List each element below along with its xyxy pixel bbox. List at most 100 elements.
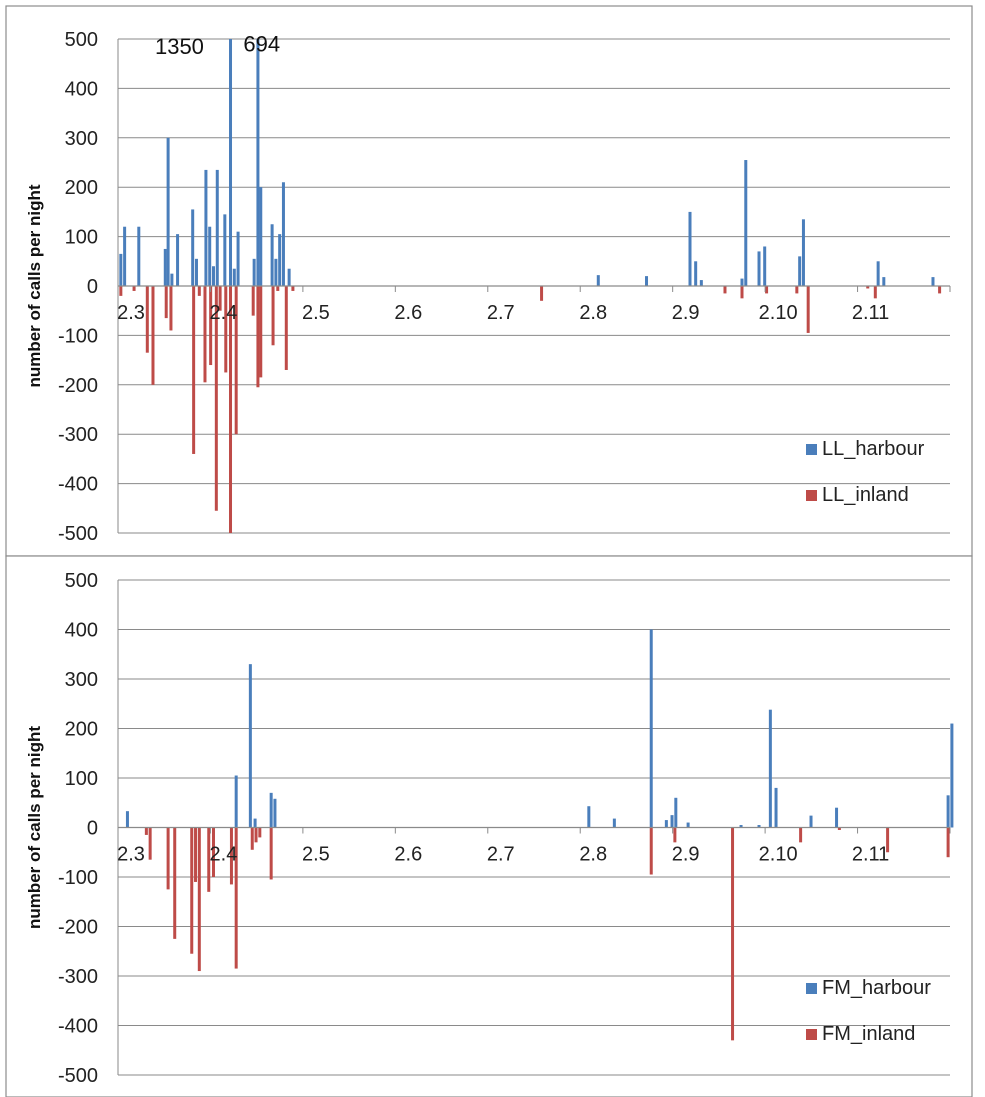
bar-LL_inland bbox=[271, 286, 275, 346]
x-tick-label: 2.10 bbox=[759, 844, 798, 866]
annotations: 1350 694 bbox=[155, 31, 280, 58]
bar-FM_inland bbox=[148, 827, 152, 860]
bar-LL_inland bbox=[209, 286, 213, 366]
bar-LL_inland bbox=[938, 286, 942, 294]
bar-LL_inland bbox=[873, 286, 877, 299]
bar-FM_inland bbox=[649, 827, 653, 875]
y-tick-label: -400 bbox=[58, 1016, 98, 1038]
bar-FM_harbour bbox=[674, 797, 678, 828]
bar-LL_harbour bbox=[259, 187, 263, 286]
x-tick-label: 2.5 bbox=[302, 844, 330, 866]
bar-LL_inland bbox=[291, 286, 295, 291]
bar-LL_inland bbox=[169, 286, 173, 331]
bar-LL_harbour bbox=[281, 182, 285, 286]
bar-FM_inland bbox=[229, 827, 233, 885]
y-tick-label: 0 bbox=[87, 818, 98, 840]
x-tick-label: 2.11 bbox=[852, 844, 889, 866]
x-tick-label: 2.3 bbox=[117, 844, 145, 866]
bar-LL_inland bbox=[229, 286, 233, 533]
bar-LL_harbour bbox=[287, 268, 291, 286]
bar-LL_inland bbox=[251, 286, 255, 316]
x-tick-label: 2.9 bbox=[672, 844, 700, 866]
bar-FM_inland bbox=[269, 827, 273, 880]
bar-FM_harbour bbox=[950, 723, 954, 828]
bar-LL_harbour bbox=[163, 248, 167, 286]
bar-FM_inland bbox=[234, 827, 238, 969]
bar-LL_inland bbox=[540, 286, 544, 301]
x-tick-label: 2.8 bbox=[579, 302, 607, 324]
bar-FM_harbour bbox=[612, 818, 616, 828]
bar-LL_harbour bbox=[931, 277, 935, 286]
bar-LL_harbour bbox=[123, 226, 127, 286]
bar-FM_harbour bbox=[649, 629, 653, 828]
bar-FM_harbour bbox=[269, 792, 273, 828]
x-tick-label: 2.6 bbox=[394, 844, 422, 866]
bar-LL_harbour bbox=[763, 246, 767, 286]
legend-label: LL_harbour bbox=[822, 438, 925, 460]
y-tick-label: -100 bbox=[58, 325, 98, 347]
bar-FM_inland bbox=[190, 827, 194, 954]
bar-FM_harbour bbox=[774, 787, 778, 828]
y-tick-label: 300 bbox=[65, 128, 98, 150]
bar-LL_inland bbox=[192, 286, 196, 454]
bar-FM_inland bbox=[258, 827, 262, 838]
bar-LL_harbour bbox=[645, 276, 649, 286]
bar-FM_inland bbox=[211, 827, 215, 877]
y-tick-label: -300 bbox=[58, 966, 98, 988]
y-tick-labels: 500 400 300 200 100 0 -100 -200 -300 -400 -500 bbox=[58, 570, 98, 1087]
bar-LL_inland bbox=[723, 286, 727, 294]
bar-FM_harbour bbox=[946, 795, 950, 828]
bar-LL_inland bbox=[740, 286, 744, 299]
legend-swatch bbox=[806, 490, 817, 501]
bar-LL_harbour bbox=[176, 234, 180, 286]
y-tick-labels: 500 400 300 200 100 0 -100 -200 -300 -400 -500 bbox=[58, 29, 98, 545]
y-tick-label: -200 bbox=[58, 375, 98, 397]
bar-FM_inland bbox=[197, 827, 201, 972]
legend-label: LL_inland bbox=[822, 484, 909, 506]
bar-LL_harbour bbox=[694, 261, 698, 286]
bar-LL_harbour bbox=[211, 266, 215, 286]
x-tick-label: 2.9 bbox=[672, 302, 700, 324]
y-tick-label: 500 bbox=[65, 570, 98, 592]
x-tick-label: 2.4 bbox=[210, 302, 238, 324]
bar-FM_harbour bbox=[809, 815, 813, 828]
x-tick-label: 2.8 bbox=[579, 844, 607, 866]
bar-FM_harbour bbox=[253, 818, 257, 828]
bar-LL_inland bbox=[214, 286, 218, 511]
bar-LL_harbour bbox=[229, 39, 233, 286]
bars bbox=[125, 629, 954, 1041]
bar-FM_inland bbox=[166, 827, 170, 890]
legend-swatch bbox=[806, 1029, 817, 1040]
bars bbox=[119, 39, 942, 533]
y-tick-label: -500 bbox=[58, 1065, 98, 1087]
bar-LL_harbour bbox=[170, 273, 174, 286]
bar-FM_inland bbox=[731, 827, 735, 1041]
bar-LL_inland bbox=[806, 286, 810, 333]
bar-LL_harbour bbox=[798, 256, 802, 286]
bar-LL_harbour bbox=[194, 258, 198, 286]
y-tick-label: -200 bbox=[58, 917, 98, 939]
chart-panel-ll: 500 400 300 200 100 0 -100 -200 -300 -400 -500 2.3… bbox=[5, 5, 973, 557]
x-tick-label: 2.7 bbox=[487, 302, 515, 324]
bar-LL_inland bbox=[224, 286, 228, 373]
bar-FM_inland bbox=[673, 827, 677, 843]
x-tick-label: 2.7 bbox=[487, 844, 515, 866]
bar-FM_harbour bbox=[686, 822, 690, 828]
bar-LL_harbour bbox=[252, 258, 256, 286]
bar-LL_inland bbox=[256, 286, 260, 388]
bar-FM_inland bbox=[254, 827, 258, 843]
bar-FM_inland bbox=[173, 827, 177, 939]
y-axis-title: number of calls per night bbox=[25, 184, 44, 387]
bar-LL_inland bbox=[765, 286, 769, 294]
y-tick-label: -500 bbox=[58, 523, 98, 545]
legend: FM_harbour FM_inland bbox=[806, 977, 931, 1045]
bar-LL_harbour bbox=[208, 226, 212, 286]
x-tick-label: 2.10 bbox=[759, 302, 798, 324]
bar-LL_inland bbox=[259, 286, 263, 378]
bar-LL_harbour bbox=[876, 261, 880, 286]
bar-LL_harbour bbox=[757, 251, 761, 286]
bar-LL_inland bbox=[145, 286, 149, 353]
chart-border bbox=[5, 555, 973, 1097]
bar-FM_harbour bbox=[768, 709, 772, 828]
